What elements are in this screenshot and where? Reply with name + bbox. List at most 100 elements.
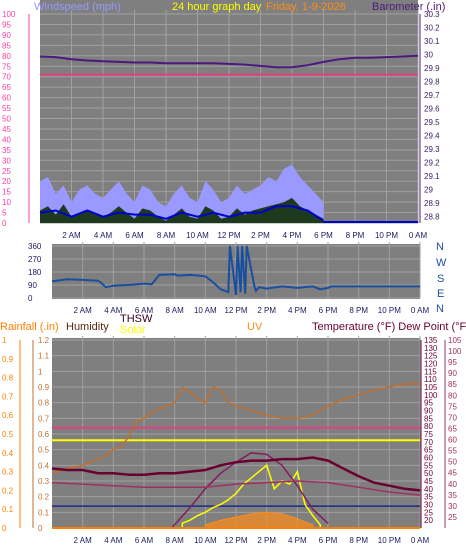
- direction-tick-label: 360: [28, 242, 42, 251]
- x-tick-label: 2 PM: [251, 231, 270, 240]
- wind-average-line: [39, 205, 325, 222]
- x-tick-label: 10 PM: [378, 536, 401, 545]
- x-tick-label: 10 PM: [378, 306, 401, 315]
- x-tick-label: 6 PM: [319, 536, 338, 545]
- left-y-tick-label: 90: [2, 31, 11, 40]
- humidity-tick-label: 0.5: [38, 446, 50, 455]
- right-y-tick-label: 29.2: [424, 158, 440, 167]
- right-y-tick-label: 29.9: [424, 64, 440, 73]
- dewpoint-tick-label: 90: [448, 369, 457, 378]
- uv-axis-title: UV: [247, 321, 263, 333]
- left-y-tick-label: 50: [2, 115, 11, 124]
- left-y-tick-label: 85: [2, 41, 11, 50]
- tick-labels: 1009590858075706560555045403530252015105…: [2, 10, 462, 545]
- temperature-tick-label: 130: [424, 344, 438, 353]
- left-y-tick-label: 60: [2, 94, 11, 103]
- left-y-tick-label: 25: [2, 167, 11, 176]
- left-y-tick-label: 35: [2, 146, 11, 155]
- left-y-tick-label: 10: [2, 198, 11, 207]
- humidity-tick-label: 1: [38, 367, 43, 376]
- right-y-tick-label: 29.3: [424, 145, 440, 154]
- temperature-tick-label: 95: [424, 399, 433, 408]
- temperature-tick-label: 70: [424, 438, 433, 447]
- temperature-tick-label: 100: [424, 391, 438, 400]
- right-y-tick-label: 29.6: [424, 104, 440, 113]
- dewpoint-tick-label: 45: [448, 469, 457, 478]
- left-y-tick-label: 5: [2, 209, 7, 218]
- temperature-axis-title: Temperature (°F) Dew Point (°F): [312, 321, 466, 333]
- date-title: Friday, 1-9-2026: [266, 1, 346, 13]
- middle-series: [51, 245, 420, 296]
- compass-e: E: [437, 288, 444, 300]
- x-tick-label: 2 AM: [74, 306, 93, 315]
- wind-direction-line: [51, 245, 420, 296]
- rain-tick-label: 0.3: [2, 468, 14, 477]
- temperature-tick-label: 105: [424, 383, 438, 392]
- right-y-tick-label: 29.7: [424, 91, 440, 100]
- dewpoint-tick-label: 35: [448, 491, 457, 500]
- left-y-tick-label: 65: [2, 83, 11, 92]
- dewpoint-tick-label: 25: [448, 513, 457, 522]
- solar-label: Solar: [120, 324, 146, 336]
- x-tick-label: 6 AM: [135, 536, 154, 545]
- humidity-tick-label: 1.1: [38, 352, 50, 361]
- dewpoint-tick-label: 50: [448, 458, 457, 467]
- x-tick-label: 10 AM: [186, 231, 209, 240]
- temperature-tick-label: 80: [424, 422, 433, 431]
- left-y-tick-label: 40: [2, 135, 11, 144]
- rain-tick-label: 1: [2, 336, 7, 345]
- x-tick-label: 0 AM: [409, 231, 428, 240]
- compass-s: S: [437, 273, 444, 285]
- dewpoint-tick-label: 65: [448, 424, 457, 433]
- left-y-tick-label: 20: [2, 177, 11, 186]
- temperature-tick-label: 35: [424, 493, 433, 502]
- thsw-line: [171, 452, 329, 529]
- rain-tick-label: 0.2: [2, 486, 14, 495]
- compass-n-top: N: [436, 241, 444, 253]
- temperature-tick-label: 110: [424, 375, 437, 384]
- x-tick-label: 6 PM: [319, 306, 338, 315]
- humidity-tick-label: 0.8: [38, 399, 50, 408]
- rain-tick-label: 0.1: [2, 505, 14, 514]
- barometer-axis-title: Barometer (.in): [372, 1, 445, 13]
- left-y-tick-label: 0: [2, 219, 7, 228]
- x-tick-label: 10 PM: [375, 231, 398, 240]
- temperature-tick-label: 90: [424, 407, 433, 416]
- left-y-tick-label: 15: [2, 188, 11, 197]
- bottom-series: [51, 383, 421, 529]
- x-tick-label: 4 AM: [104, 306, 123, 315]
- humidity-line: [51, 383, 420, 474]
- compass-w: W: [436, 257, 447, 269]
- right-y-tick-label: 29.4: [424, 131, 440, 140]
- dewpoint-tick-label: 30: [448, 502, 457, 511]
- x-tick-label: 12 PM: [217, 231, 240, 240]
- left-y-tick-label: 95: [2, 20, 11, 29]
- direction-tick-label: 0: [28, 294, 33, 303]
- humidity-tick-label: 0.2: [38, 493, 50, 502]
- right-y-tick-label: 30.1: [424, 37, 440, 46]
- left-y-tick-label: 75: [2, 62, 11, 71]
- x-tick-label: 10 AM: [194, 536, 217, 545]
- direction-tick-label: 270: [28, 255, 42, 264]
- humidity-tick-label: 0.3: [38, 477, 50, 486]
- temperature-tick-label: 45: [424, 477, 433, 486]
- humidity-tick-label: 0.4: [38, 461, 50, 470]
- left-y-tick-label: 100: [2, 10, 16, 19]
- x-tick-label: 6 AM: [135, 306, 154, 315]
- dewpoint-tick-label: 75: [448, 402, 457, 411]
- humidity-tick-label: 0.1: [38, 508, 50, 517]
- temperature-tick-label: 30: [424, 501, 433, 510]
- x-tick-label: 2 PM: [257, 536, 276, 545]
- humidity-tick-label: 1.2: [38, 336, 50, 345]
- right-y-tick-label: 29.8: [424, 77, 440, 86]
- right-y-tick-label: 29.5: [424, 118, 440, 127]
- temperature-tick-label: 120: [424, 360, 438, 369]
- compass-n-bottom: N: [436, 303, 444, 315]
- x-tick-label: 4 PM: [288, 306, 307, 315]
- x-tick-label: 2 AM: [74, 536, 93, 545]
- x-tick-label: 4 AM: [94, 231, 113, 240]
- wind-gust-area: [40, 197, 324, 223]
- direction-tick-label: 180: [28, 268, 42, 277]
